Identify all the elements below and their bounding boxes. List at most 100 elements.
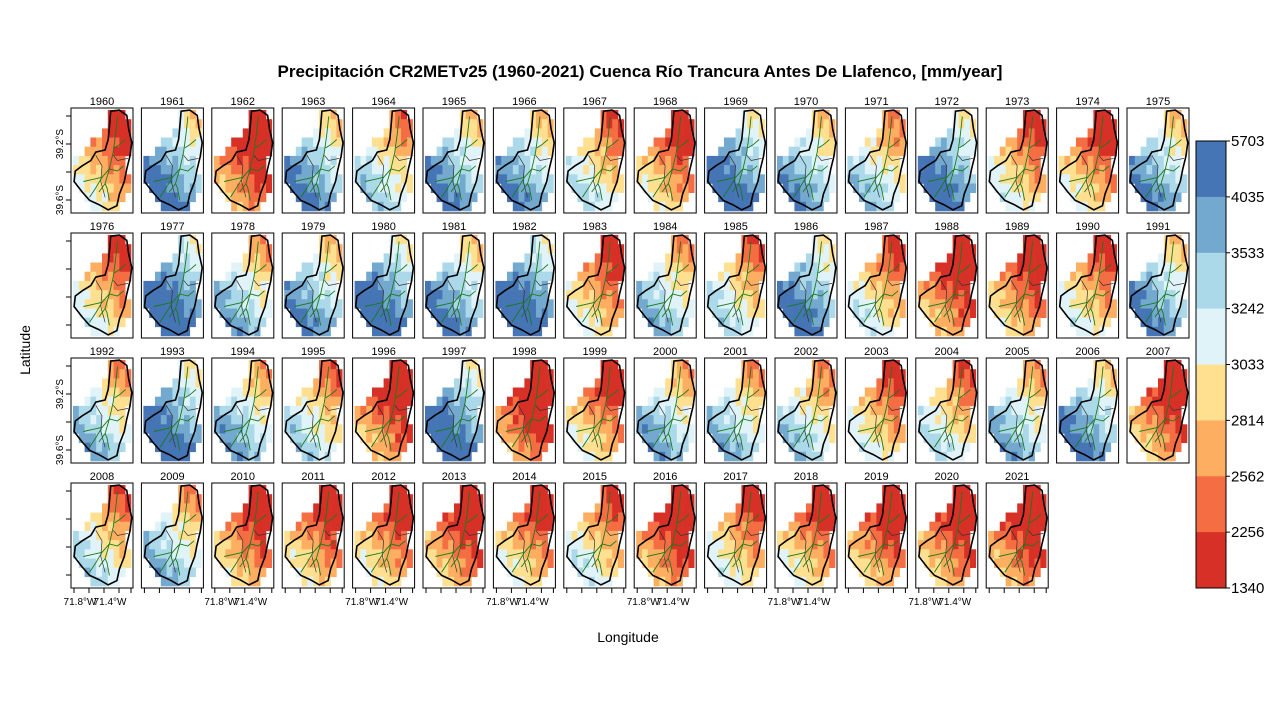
raster-cell	[1076, 387, 1083, 397]
raster-cell	[336, 128, 343, 138]
raster-cell	[600, 512, 607, 522]
stream-line	[527, 558, 533, 576]
raster-cell	[958, 235, 965, 245]
raster-cell	[941, 326, 948, 337]
raster-cell	[530, 201, 537, 212]
raster-cell	[688, 128, 695, 138]
raster-cell	[512, 512, 519, 522]
raster-cell	[313, 424, 320, 434]
stream-line	[386, 308, 392, 326]
raster-cell	[1087, 183, 1094, 193]
raster-cell	[155, 396, 162, 407]
raster-cell	[653, 137, 660, 147]
stream-line	[104, 558, 110, 576]
stream-line	[1019, 308, 1026, 326]
raster-cell	[242, 540, 249, 550]
raster-cell	[606, 503, 613, 513]
raster-cell	[442, 183, 449, 193]
raster-cell	[817, 183, 824, 193]
raster-cell	[372, 405, 379, 416]
raster-cell	[84, 146, 91, 157]
raster-cell	[389, 271, 396, 282]
raster-cell	[319, 308, 326, 318]
raster-cell	[524, 155, 531, 166]
raster-cell	[149, 290, 156, 300]
raster-cell	[1169, 396, 1176, 407]
raster-cell	[688, 262, 695, 272]
raster-cell	[1011, 317, 1018, 328]
raster-cell	[178, 512, 185, 522]
raster-cell	[794, 201, 801, 212]
raster-cell	[1028, 405, 1035, 416]
raster-cell	[189, 146, 196, 157]
raster-cell	[471, 271, 478, 282]
raster-cell	[618, 253, 625, 263]
raster-cell	[254, 262, 261, 272]
raster-cell	[788, 424, 795, 434]
raster-cell	[284, 405, 291, 416]
panel-year-label: 1975	[1146, 96, 1170, 108]
raster-cell	[735, 183, 742, 193]
raster-cell	[172, 378, 179, 388]
raster-cell	[946, 128, 953, 138]
raster-cell	[225, 308, 232, 318]
raster-cell	[172, 405, 179, 416]
stream-line	[934, 177, 948, 198]
subbasin-boundary	[394, 155, 410, 161]
raster-cell	[377, 387, 384, 397]
raster-cell	[653, 530, 660, 541]
raster-cell	[113, 396, 120, 407]
raster-cell	[248, 378, 255, 388]
stream-line	[511, 552, 525, 573]
raster-cell	[823, 396, 830, 407]
raster-cell	[1081, 308, 1088, 318]
raster-cell	[958, 317, 965, 328]
raster-cell	[958, 299, 965, 309]
raster-cell	[612, 290, 619, 300]
raster-cell	[741, 424, 748, 434]
raster-cell	[811, 165, 818, 175]
stream-line	[793, 177, 807, 198]
raster-cell	[1181, 146, 1188, 157]
raster-cell	[119, 174, 126, 184]
stream-line	[813, 415, 828, 422]
raster-cell	[330, 280, 337, 291]
raster-cell	[1070, 290, 1077, 300]
raster-cell	[1163, 119, 1170, 129]
raster-cell	[149, 424, 156, 434]
raster-cell	[853, 165, 860, 175]
raster-cell	[307, 558, 314, 568]
raster-cell	[465, 271, 472, 282]
raster-cell	[612, 299, 619, 309]
raster-cell	[96, 549, 103, 559]
raster-cell	[184, 424, 191, 434]
raster-cell	[377, 308, 384, 318]
raster-cell	[1034, 174, 1041, 184]
raster-cell	[859, 308, 866, 318]
raster-cell	[254, 192, 261, 203]
raster-cell	[929, 433, 936, 443]
raster-cell	[1105, 378, 1112, 388]
raster-cell	[84, 530, 91, 541]
raster-cell	[594, 549, 601, 559]
raster-cell	[172, 451, 179, 462]
stream-line	[1004, 302, 1018, 323]
year-panel: 1962	[211, 96, 275, 214]
raster-cell	[448, 192, 455, 203]
raster-cell	[395, 521, 402, 532]
raster-cell	[671, 271, 678, 282]
raster-cell	[1076, 280, 1083, 291]
subbasin-boundary	[112, 405, 129, 411]
raster-cell	[988, 424, 995, 434]
year-panel: 1963	[281, 96, 345, 214]
raster-cell	[90, 567, 97, 578]
raster-cell	[1017, 174, 1024, 184]
raster-cell	[125, 424, 132, 434]
subbasin-boundary	[253, 155, 269, 161]
raster-cell	[929, 290, 936, 300]
raster-cell	[964, 174, 971, 184]
raster-cell	[383, 128, 390, 138]
raster-cell	[73, 530, 80, 541]
raster-cell	[530, 442, 537, 453]
raster-cell	[524, 128, 531, 138]
